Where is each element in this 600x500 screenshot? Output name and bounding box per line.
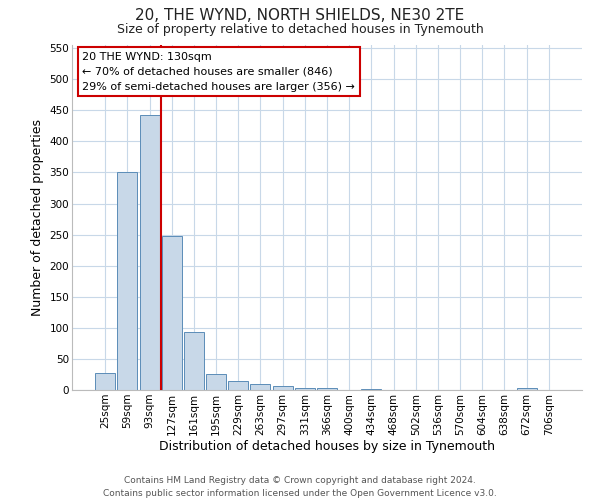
Bar bbox=[295, 388, 315, 390]
Bar bbox=[517, 388, 536, 390]
Bar bbox=[361, 389, 382, 390]
Bar bbox=[228, 382, 248, 390]
Bar bbox=[140, 114, 160, 390]
Bar bbox=[162, 236, 182, 390]
Bar bbox=[317, 388, 337, 390]
Text: 20, THE WYND, NORTH SHIELDS, NE30 2TE: 20, THE WYND, NORTH SHIELDS, NE30 2TE bbox=[136, 8, 464, 22]
X-axis label: Distribution of detached houses by size in Tynemouth: Distribution of detached houses by size … bbox=[159, 440, 495, 454]
Text: Contains HM Land Registry data © Crown copyright and database right 2024.
Contai: Contains HM Land Registry data © Crown c… bbox=[103, 476, 497, 498]
Bar bbox=[206, 374, 226, 390]
Bar bbox=[184, 332, 204, 390]
Bar bbox=[95, 372, 115, 390]
Bar bbox=[118, 172, 137, 390]
Text: Size of property relative to detached houses in Tynemouth: Size of property relative to detached ho… bbox=[116, 22, 484, 36]
Bar bbox=[272, 386, 293, 390]
Y-axis label: Number of detached properties: Number of detached properties bbox=[31, 119, 44, 316]
Text: 20 THE WYND: 130sqm
← 70% of detached houses are smaller (846)
29% of semi-detac: 20 THE WYND: 130sqm ← 70% of detached ho… bbox=[82, 52, 355, 92]
Bar bbox=[250, 384, 271, 390]
